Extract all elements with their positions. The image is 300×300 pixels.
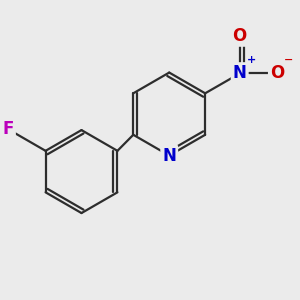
Text: F: F xyxy=(2,120,14,138)
Text: −: − xyxy=(284,55,293,65)
Text: +: + xyxy=(247,55,256,65)
Text: O: O xyxy=(232,27,247,45)
Text: N: N xyxy=(233,64,247,82)
Text: N: N xyxy=(162,146,176,164)
Text: O: O xyxy=(270,64,284,82)
